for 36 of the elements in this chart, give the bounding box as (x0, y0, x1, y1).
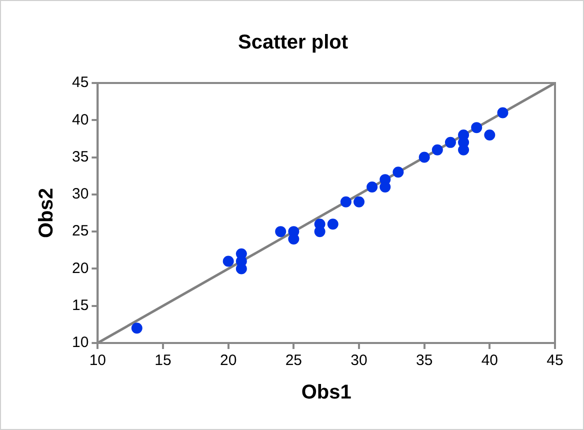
x-tick-label: 20 (220, 352, 237, 370)
point (380, 182, 391, 192)
point (418, 152, 430, 163)
y-tick-label: 35 (72, 148, 89, 166)
x-tick-label: 10 (89, 352, 106, 370)
x-tick-label: 45 (546, 352, 564, 370)
point (354, 196, 365, 208)
x-tick-label: 30 (350, 352, 368, 370)
point (366, 182, 378, 192)
x-axis-title: Obs1 (301, 382, 352, 404)
point (314, 226, 326, 238)
point (327, 218, 338, 230)
y-tick-label: 45 (72, 74, 89, 92)
point (484, 130, 496, 140)
point (392, 166, 404, 178)
y-tick-label: 25 (72, 222, 89, 240)
x-tick-label: 40 (481, 352, 498, 370)
point (131, 322, 142, 334)
point (497, 107, 508, 118)
y-tick-label: 20 (72, 260, 89, 277)
point (432, 144, 443, 156)
chart-title: Scatter plot (238, 32, 348, 54)
y-tick-label: 10 (72, 334, 89, 352)
point (275, 226, 286, 238)
y-tick-label: 15 (72, 297, 89, 314)
point (340, 196, 352, 208)
point (222, 256, 234, 267)
point (288, 234, 300, 244)
x-tick-label: 25 (285, 352, 302, 370)
x-tick-label: 35 (416, 352, 433, 370)
y-tick-label: 40 (72, 111, 89, 128)
point (471, 122, 482, 134)
y-axis-title: Obs2 (36, 188, 58, 238)
point (444, 136, 456, 148)
y-tick-label: 30 (72, 186, 89, 203)
x-tick-label: 15 (154, 352, 172, 370)
